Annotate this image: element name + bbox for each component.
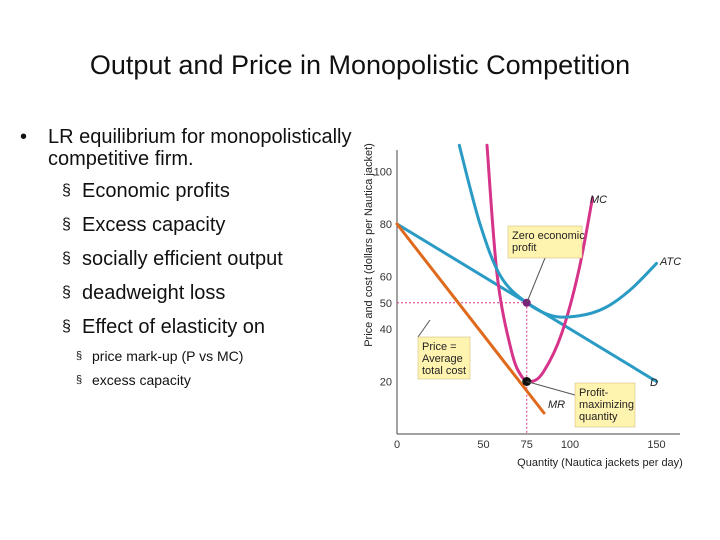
curve-label-mr: MR xyxy=(548,399,565,411)
x-tick-label: 150 xyxy=(647,439,665,451)
x-tick-label: 75 xyxy=(521,439,533,451)
sub-bullet: § deadweight loss xyxy=(62,276,360,310)
square-bullet-icon: § xyxy=(62,284,71,301)
zero-profit-annotation-text: Zero economic xyxy=(512,230,585,242)
profit-max-annotation-box xyxy=(574,382,636,428)
curve-label-mc: MC xyxy=(590,194,607,206)
square-bullet-icon: § xyxy=(62,216,71,233)
y-tick-label: 50 xyxy=(380,298,392,310)
subsub-bullet-list: § price mark-up (P vs MC) § excess capacit… xyxy=(20,344,360,392)
square-bullet-icon: § xyxy=(62,182,71,199)
price-atc-annotation-leader xyxy=(417,319,431,338)
subsub-bullet: § price mark-up (P vs MC) xyxy=(76,344,360,368)
zero-profit-annotation-text: profit xyxy=(512,242,536,254)
profit-max-annotation-text: maximizing xyxy=(579,399,634,411)
bullet-list: • LR equilibrium for monopolistically co… xyxy=(20,126,360,392)
y-tick-label: 40 xyxy=(380,324,392,336)
y-axis-label: Price and cost (dollars per Nautica jack… xyxy=(363,143,375,347)
y-tick-label: 20 xyxy=(380,377,392,389)
curve-mr xyxy=(395,222,546,415)
zero-profit-annotation-box xyxy=(507,225,583,259)
sub-bullet-list: § Economic profits § Excess capacity § soci… xyxy=(20,174,360,344)
y-tick-label: 100 xyxy=(374,167,392,179)
zero-profit-annotation-leader xyxy=(526,257,546,303)
profit-max-annotation-leader xyxy=(526,381,576,396)
x-tick-label: 50 xyxy=(477,439,489,451)
curve-atc xyxy=(457,143,658,319)
price-atc-annotation-text: Average xyxy=(422,353,463,365)
sub-bullet: § Effect of elasticity on xyxy=(62,310,360,344)
profit-max-annotation-text: quantity xyxy=(579,411,618,423)
subsub-bullet: § excess capacity xyxy=(76,368,360,392)
y-tick-label: 80 xyxy=(380,219,392,231)
sub-bullet: § socially efficient output xyxy=(62,242,360,276)
x-axis-label: Quantity (Nautica jackets per day) xyxy=(517,457,683,469)
curve-mc xyxy=(485,143,594,384)
square-bullet-icon: § xyxy=(62,318,71,335)
curve-label-d: D xyxy=(650,377,658,389)
y-tick-label: 60 xyxy=(380,272,392,284)
price-atc-annotation-text: total cost xyxy=(422,365,466,377)
sub-bullet: § Economic profits xyxy=(62,174,360,208)
profit-max-annotation-text: Profit- xyxy=(579,387,609,399)
price-atc-annotation-text: Price = xyxy=(422,341,457,353)
square-bullet-icon: § xyxy=(76,350,83,362)
curve-label-atc: ATC xyxy=(659,256,681,268)
slide-title: Output and Price in Monopolistic Competi… xyxy=(89,50,631,80)
x-tick-label: 0 xyxy=(394,439,400,451)
bullet-dot-icon: • xyxy=(20,126,28,148)
square-bullet-icon: § xyxy=(62,250,71,267)
price-atc-annotation-box xyxy=(417,336,471,380)
square-bullet-icon: § xyxy=(76,374,83,386)
main-bullet: • LR equilibrium for monopolistically co… xyxy=(20,126,360,170)
main-bullet-text: LR equilibrium for monopolistically comp… xyxy=(48,126,352,170)
sub-bullet: § Excess capacity xyxy=(62,208,360,242)
x-tick-label: 100 xyxy=(561,439,579,451)
